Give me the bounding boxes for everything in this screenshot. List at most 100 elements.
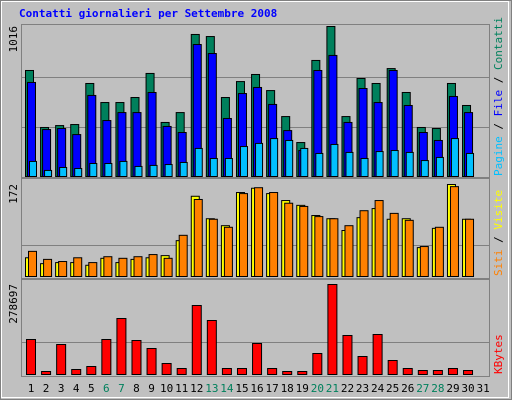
bar [29, 160, 37, 178]
bar [206, 320, 217, 375]
bar [209, 157, 218, 177]
bar [284, 202, 294, 277]
bar [208, 218, 218, 277]
x-tick-label: 31 [476, 382, 489, 395]
x-tick-label: 11 [175, 382, 188, 395]
bar [327, 284, 338, 375]
x-tick-label: 17 [265, 382, 278, 395]
bar [465, 218, 475, 277]
bar [56, 344, 67, 375]
x-tick-label: 12 [190, 382, 203, 395]
bar [450, 138, 459, 177]
bar [267, 367, 278, 376]
bar [390, 150, 399, 177]
bar [387, 359, 398, 376]
bar [344, 225, 354, 278]
bar [315, 152, 324, 178]
bar [43, 258, 53, 278]
x-tick-label: 3 [58, 382, 65, 395]
bar [116, 317, 127, 375]
bar [342, 334, 353, 376]
x-tick-label: 13 [205, 382, 218, 395]
bar [329, 218, 339, 277]
x-tick-label: 23 [356, 382, 369, 395]
bar [146, 347, 157, 375]
bar [223, 226, 233, 277]
bar [26, 339, 36, 376]
bar [74, 168, 83, 177]
bar [59, 166, 68, 177]
x-tick-label: 19 [296, 382, 309, 395]
bar [345, 151, 354, 178]
x-tick-label: 16 [250, 382, 263, 395]
bar [432, 369, 443, 375]
legend: KBytes [492, 334, 505, 374]
x-tick-label: 6 [103, 382, 110, 395]
chart-title: Contatti giornalieri per Settembre 2008 [19, 7, 277, 20]
bar [221, 367, 232, 376]
bar [131, 340, 142, 376]
x-tick-label: 28 [431, 382, 444, 395]
bar [239, 146, 248, 177]
bar [134, 165, 143, 178]
bar [236, 367, 247, 376]
legend: Siti / Visite [492, 190, 505, 276]
y-tick-label: 172 [7, 184, 20, 204]
bar [224, 157, 233, 177]
bar [434, 226, 444, 277]
bar [270, 138, 279, 177]
x-tick-label: 18 [281, 382, 294, 395]
x-tick-label: 29 [446, 382, 459, 395]
bar [178, 234, 188, 277]
x-tick-label: 9 [148, 382, 155, 395]
x-tick-label: 10 [160, 382, 173, 395]
bar [252, 342, 263, 375]
x-tick-label: 27 [416, 382, 429, 395]
x-tick-label: 30 [461, 382, 474, 395]
x-tick-label: 24 [371, 382, 385, 395]
bar [389, 212, 399, 278]
bar [404, 219, 414, 277]
bar [420, 160, 429, 177]
bar [375, 151, 384, 177]
bar [330, 143, 339, 178]
legend-entry: Contatti [492, 17, 505, 70]
bar [191, 304, 202, 376]
x-tick-label: 7 [118, 382, 125, 395]
x-tick-label: 2 [43, 382, 50, 395]
x-tick-label: 15 [235, 382, 248, 395]
bar [238, 193, 248, 277]
bar [179, 161, 188, 178]
bar [118, 257, 128, 278]
bar [405, 151, 414, 178]
bar [71, 369, 82, 376]
bar [447, 367, 458, 376]
bar [86, 366, 97, 376]
y-tick-label: 1016 [7, 26, 20, 53]
bar [194, 147, 203, 178]
x-tick-label: 21 [326, 382, 339, 395]
bar [101, 339, 112, 376]
bar [449, 186, 459, 278]
bar [42, 129, 52, 177]
legend-separator: / [492, 116, 505, 136]
legend-separator: / [492, 70, 505, 90]
bar [104, 163, 113, 177]
bar [372, 334, 383, 376]
bar [193, 198, 203, 277]
bar [149, 164, 158, 178]
x-tick-label: 4 [73, 382, 80, 395]
bar [147, 91, 157, 177]
bar [119, 160, 128, 178]
legend-entry: Pagine [492, 136, 505, 176]
legend-separator: / [492, 230, 505, 250]
bar [103, 256, 113, 277]
bar [419, 246, 429, 277]
x-tick-label: 22 [341, 382, 354, 395]
legend-entry: File [492, 90, 505, 117]
bar [282, 370, 293, 376]
bar [417, 369, 428, 375]
bar [299, 205, 309, 278]
